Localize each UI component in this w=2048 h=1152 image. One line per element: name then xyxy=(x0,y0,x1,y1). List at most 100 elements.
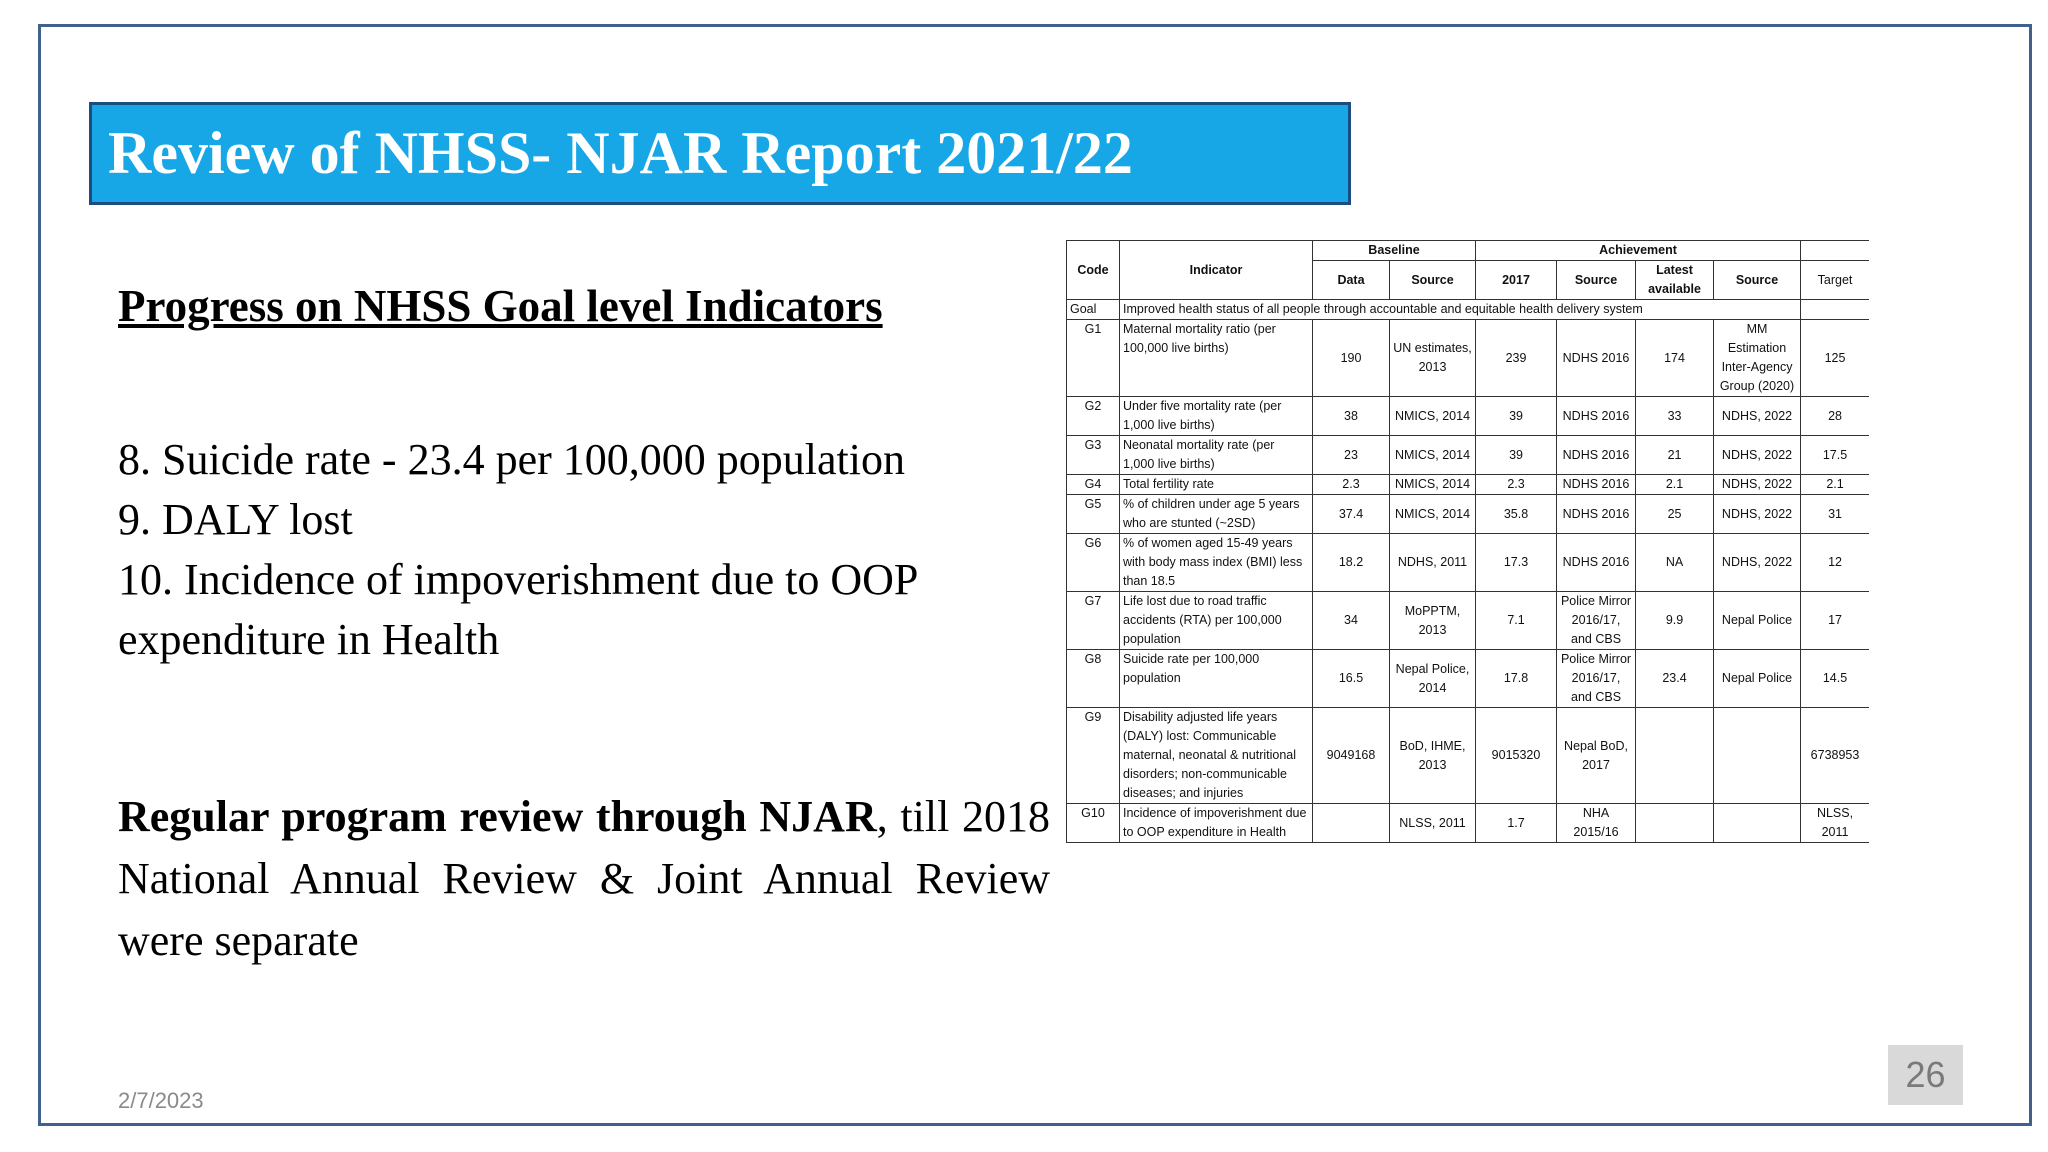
cell-target: 17.5 xyxy=(1800,435,1869,475)
cell-source2: NDHS 2016 xyxy=(1556,396,1637,436)
header-target: Target xyxy=(1800,260,1869,300)
table-row: G10 Incidence of impoverishment due to OO… xyxy=(1066,803,1869,843)
cell-y2017: 17.3 xyxy=(1475,533,1558,592)
cell-code: G5 xyxy=(1066,494,1120,534)
cell-target: 2.1 xyxy=(1800,474,1869,495)
cell-code: G8 xyxy=(1066,649,1120,708)
table-row: G1 Maternal mortality ratio (per 100,000 … xyxy=(1066,319,1869,397)
cell-indicator: Neonatal mortality rate (per 1,000 live … xyxy=(1119,435,1313,475)
indicator-points: 8. Suicide rate - 23.4 per 100,000 popul… xyxy=(118,430,1058,670)
cell-latest: 2.1 xyxy=(1635,474,1715,495)
cell-code: G2 xyxy=(1066,396,1120,436)
cell-source: NDHS, 2011 xyxy=(1388,533,1477,592)
cell-source3: MM Estimation Inter-Agency Group (2020) xyxy=(1713,319,1802,397)
cell-source3: NDHS, 2022 xyxy=(1713,494,1802,534)
header-baseline: Baseline xyxy=(1311,240,1477,261)
cell-latest: 174 xyxy=(1635,319,1715,397)
cell-data: 16.5 xyxy=(1312,649,1390,708)
table-row: G4 Total fertility rate 2.3 NMICS, 2014 2.3 N… xyxy=(1066,474,1869,495)
cell-latest xyxy=(1635,707,1715,804)
header-source: Source xyxy=(1388,260,1477,300)
page-number: 26 xyxy=(1888,1045,1963,1105)
cell-source2: NDHS 2016 xyxy=(1556,533,1637,592)
header-latest: Latest available xyxy=(1635,260,1715,300)
table-row: G5% of children under age 5 years who ar… xyxy=(1066,494,1869,534)
cell-y2017: 39 xyxy=(1475,435,1558,475)
cell-source: NMICS, 2014 xyxy=(1388,396,1477,436)
indicator-table: Code Indicator Baseline Achievement Data… xyxy=(1066,240,1869,843)
table-row: G7 Life lost due to road traffic accident… xyxy=(1066,591,1869,650)
cell-indicator: Incidence of impoverishment due to OOP e… xyxy=(1119,803,1313,843)
table-row: G3 Neonatal mortality rate (per 1,000 liv… xyxy=(1066,435,1869,475)
cell-source: Nepal Police, 2014 xyxy=(1388,649,1477,708)
point-item: 10. Incidence of impoverishment due to O… xyxy=(118,555,917,664)
cell-y2017: 1.7 xyxy=(1475,803,1558,843)
cell-source2: NHA 2015/16 xyxy=(1556,803,1637,843)
cell-source3 xyxy=(1713,707,1802,804)
cell-y2017: 17.8 xyxy=(1475,649,1558,708)
cell-source: NMICS, 2014 xyxy=(1388,494,1477,534)
cell-indicator: % of children under age 5 years who are … xyxy=(1119,494,1313,534)
cell-y2017: 239 xyxy=(1475,319,1558,397)
slide-date: 2/7/2023 xyxy=(118,1088,204,1113)
cell-indicator: % of women aged 15-49 years with body ma… xyxy=(1119,533,1313,592)
cell-data: 2.3 xyxy=(1312,474,1390,495)
header-indicator: Indicator xyxy=(1119,240,1313,300)
cell-data: 38 xyxy=(1312,396,1390,436)
header-blank xyxy=(1800,240,1869,261)
cell-source: BoD, IHME, 2013 xyxy=(1388,707,1477,804)
cell-latest: NA xyxy=(1635,533,1715,592)
cell-latest xyxy=(1635,803,1715,843)
cell-code: G4 xyxy=(1066,474,1120,495)
cell-data xyxy=(1312,803,1390,843)
header-achievement: Achievement xyxy=(1475,240,1802,261)
cell-indicator: Disability adjusted life years (DALY) lo… xyxy=(1119,707,1313,804)
point-item: 9. DALY lost xyxy=(118,495,353,544)
cell-source: MoPPTM, 2013 xyxy=(1388,591,1477,650)
cell-target: NLSS, 2011 xyxy=(1800,803,1869,843)
indicator-table-image: Code Indicator Baseline Achievement Data… xyxy=(1066,240,1869,1050)
cell-target: 31 xyxy=(1800,494,1869,534)
goal-text: Improved health status of all people thr… xyxy=(1118,299,1802,320)
cell-indicator: Under five mortality rate (per 1,000 liv… xyxy=(1119,396,1313,436)
cell-code: G6 xyxy=(1066,533,1120,592)
table-row: G6% of women aged 15-49 years with body … xyxy=(1066,533,1869,592)
table-row: G9 Disability adjusted life years (DALY) … xyxy=(1066,707,1869,804)
cell-source2: Police Mirror 2016/17, and CBS xyxy=(1556,591,1637,650)
slide-frame xyxy=(38,24,2032,1126)
cell-data: 18.2 xyxy=(1312,533,1390,592)
cell-y2017: 9015320 xyxy=(1475,707,1558,804)
goal-blank xyxy=(1800,299,1869,320)
cell-source2: Police Mirror 2016/17, and CBS xyxy=(1556,649,1637,708)
cell-target: 6738953 xyxy=(1800,707,1869,804)
table-row: G8 Suicide rate per 100,000 population 16.… xyxy=(1066,649,1869,708)
cell-code: G1 xyxy=(1066,319,1120,397)
cell-source: NMICS, 2014 xyxy=(1388,435,1477,475)
cell-target: 125 xyxy=(1800,319,1869,397)
cell-data: 23 xyxy=(1312,435,1390,475)
cell-source3: NDHS, 2022 xyxy=(1713,435,1802,475)
cell-latest: 25 xyxy=(1635,494,1715,534)
goal-code: Goal xyxy=(1066,299,1120,320)
cell-code: G9 xyxy=(1066,707,1120,804)
cell-target: 28 xyxy=(1800,396,1869,436)
cell-source3: NDHS, 2022 xyxy=(1713,474,1802,495)
cell-data: 37.4 xyxy=(1312,494,1390,534)
cell-source3 xyxy=(1713,803,1802,843)
cell-target: 17 xyxy=(1800,591,1869,650)
cell-y2017: 39 xyxy=(1475,396,1558,436)
cell-source3: Nepal Police xyxy=(1713,649,1802,708)
cell-source2: NDHS 2016 xyxy=(1556,319,1637,397)
cell-data: 190 xyxy=(1312,319,1390,397)
review-paragraph: Regular program review through NJAR, til… xyxy=(118,786,1050,972)
cell-source2: NDHS 2016 xyxy=(1556,435,1637,475)
header-data: Data xyxy=(1312,260,1390,300)
cell-source3: Nepal Police xyxy=(1713,591,1802,650)
cell-source3: NDHS, 2022 xyxy=(1713,533,1802,592)
cell-source: NMICS, 2014 xyxy=(1388,474,1477,495)
review-bold-text: Regular program review through NJAR xyxy=(118,792,877,841)
cell-source2: Nepal BoD, 2017 xyxy=(1556,707,1637,804)
table-row: G2 Under five mortality rate (per 1,000 l… xyxy=(1066,396,1869,436)
cell-data: 9049168 xyxy=(1312,707,1390,804)
cell-y2017: 7.1 xyxy=(1475,591,1558,650)
